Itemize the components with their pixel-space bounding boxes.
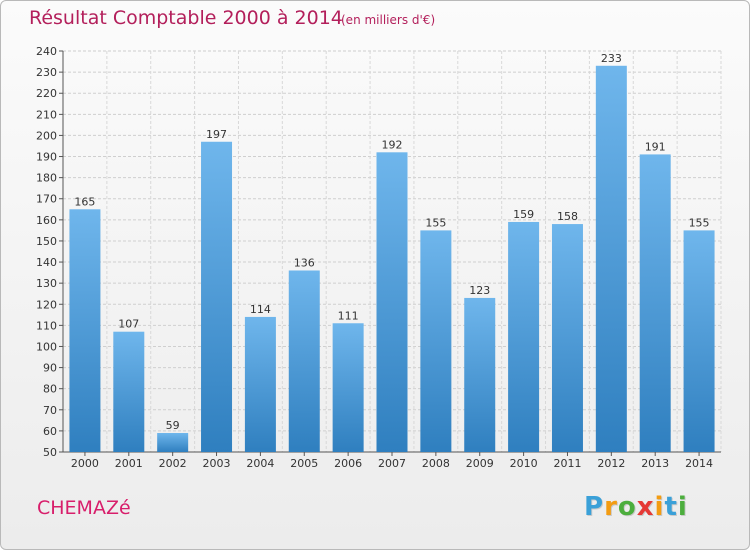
logo-letter: i <box>654 492 665 522</box>
value-label-2007: 192 <box>382 138 403 151</box>
x-tick-label-2012: 2012 <box>597 457 625 470</box>
x-tick-label-2009: 2009 <box>466 457 494 470</box>
x-tick-label-2005: 2005 <box>290 457 318 470</box>
x-tick-label-2002: 2002 <box>159 457 187 470</box>
x-tick-label-2011: 2011 <box>553 457 581 470</box>
bar-2012 <box>595 65 627 452</box>
value-label-2003: 197 <box>206 128 227 141</box>
bar-2000 <box>69 209 101 452</box>
y-tick-label: 230 <box>36 66 57 79</box>
bar-2003 <box>201 141 233 452</box>
bar-2004 <box>244 316 276 452</box>
y-tick-label: 200 <box>36 129 57 142</box>
y-tick-label: 90 <box>43 362 57 375</box>
y-tick-label: 240 <box>36 45 57 58</box>
y-tick-label: 160 <box>36 214 57 227</box>
value-label-2004: 114 <box>250 303 271 316</box>
value-label-2013: 191 <box>645 140 666 153</box>
commune-name: CHEMAZé <box>37 497 131 519</box>
chart-title: Résultat Comptable 2000 à 2014 <box>29 7 343 29</box>
value-label-2014: 155 <box>689 216 710 229</box>
y-tick-label: 130 <box>36 277 57 290</box>
bar-2001 <box>113 331 145 452</box>
y-tick-label: 100 <box>36 340 57 353</box>
x-tick-label-2004: 2004 <box>246 457 274 470</box>
value-label-2012: 233 <box>601 52 622 65</box>
labels: 50 60 70 80 90 100 110 120 130 140 150 160 170 180 190… <box>36 45 713 470</box>
proxiti-logo: Proxiti <box>584 492 688 522</box>
value-label-2000: 165 <box>74 195 95 208</box>
x-tick-label-2010: 2010 <box>510 457 538 470</box>
logo-letter: x <box>636 492 655 522</box>
bar-2007 <box>376 152 408 452</box>
y-tick-label: 70 <box>43 404 57 417</box>
value-label-2009: 123 <box>469 284 490 297</box>
bar-2002 <box>157 433 189 452</box>
y-tick-label: 180 <box>36 172 57 185</box>
bar-2010 <box>508 221 540 452</box>
value-label-2005: 136 <box>294 256 315 269</box>
y-tick-label: 50 <box>43 446 57 459</box>
x-tick-label-2003: 2003 <box>203 457 231 470</box>
x-tick-label-2006: 2006 <box>334 457 362 470</box>
bars <box>69 65 715 453</box>
bar-2006 <box>332 323 364 452</box>
bar-2008 <box>420 230 452 452</box>
y-tick-label: 150 <box>36 235 57 248</box>
y-tick-label: 190 <box>36 151 57 164</box>
y-tick-label: 110 <box>36 319 57 332</box>
value-label-2006: 111 <box>338 309 359 322</box>
y-tick-label: 60 <box>43 425 57 438</box>
value-label-2001: 107 <box>118 318 139 331</box>
grid-lines <box>62 50 722 453</box>
bar-2014 <box>683 230 715 452</box>
y-tick-label: 170 <box>36 193 57 206</box>
value-label-2002: 59 <box>166 419 180 432</box>
y-tick-label: 80 <box>43 383 57 396</box>
x-tick-label-2007: 2007 <box>378 457 406 470</box>
y-tick-label: 220 <box>36 87 57 100</box>
x-tick-label-2000: 2000 <box>71 457 99 470</box>
logo-letter: o <box>617 492 637 522</box>
logo-letter: r <box>604 492 618 522</box>
x-tick-label-2001: 2001 <box>115 457 143 470</box>
x-tick-label-2013: 2013 <box>641 457 669 470</box>
x-tick-label-2014: 2014 <box>685 457 713 470</box>
bar-2011 <box>551 224 583 452</box>
logo-letter: P <box>584 492 605 522</box>
bar-2009 <box>464 297 496 452</box>
logo-letter: i <box>677 492 688 522</box>
value-label-2011: 158 <box>557 210 578 223</box>
bar-2005 <box>288 270 320 452</box>
y-tick-label: 210 <box>36 108 57 121</box>
chart-subtitle: (en milliers d'€) <box>341 13 436 27</box>
x-tick-label-2008: 2008 <box>422 457 450 470</box>
bar-2013 <box>639 154 671 453</box>
value-label-2010: 159 <box>513 208 534 221</box>
y-tick-label: 120 <box>36 298 57 311</box>
logo-letter: t <box>664 492 678 522</box>
value-label-2008: 155 <box>425 216 446 229</box>
y-tick-label: 140 <box>36 256 57 269</box>
